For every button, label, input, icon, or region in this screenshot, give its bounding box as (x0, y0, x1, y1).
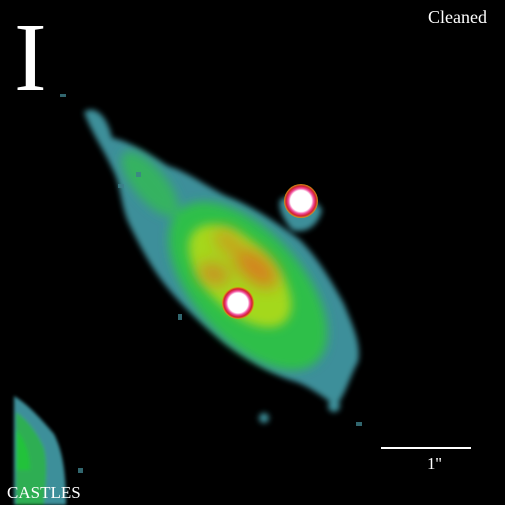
status-label: Cleaned (428, 7, 487, 27)
neighbour-galaxy-fragment (14, 396, 66, 505)
scale-bar-label: 1'' (427, 454, 442, 473)
point-source-a (284, 184, 318, 218)
scale-bar (381, 447, 471, 449)
galaxy-inner-glow (188, 224, 292, 328)
faint-speckle (60, 94, 362, 473)
galaxy-core (198, 229, 278, 288)
filter-label: I (14, 4, 47, 112)
point-source-b (222, 287, 254, 319)
credit-label: CASTLES (7, 483, 81, 502)
